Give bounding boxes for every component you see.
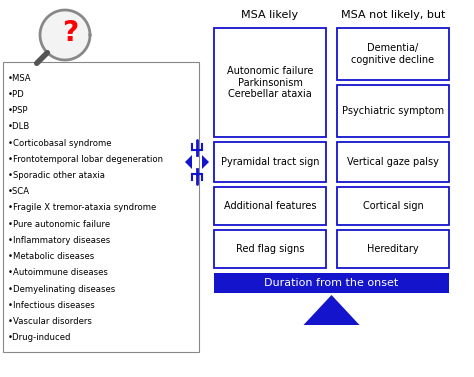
Bar	[337, 85, 449, 137]
Text: Pyramidal tract sign: Pyramidal tract sign	[221, 157, 319, 167]
Bar	[337, 230, 449, 268]
Text: •Corticobasal syndrome: •Corticobasal syndrome	[8, 139, 111, 147]
Text: •Drug-induced: •Drug-induced	[8, 333, 72, 342]
Polygon shape	[303, 295, 359, 325]
Text: Duration from the onset: Duration from the onset	[264, 278, 399, 288]
Text: Hereditary: Hereditary	[367, 244, 419, 254]
Bar	[3, 62, 199, 352]
Text: Autonomic failure
Parkinsonism
Cerebellar ataxia: Autonomic failure Parkinsonism Cerebella…	[227, 66, 313, 99]
Text: •MSA: •MSA	[8, 74, 32, 83]
Polygon shape	[185, 155, 192, 169]
Bar	[337, 142, 449, 182]
Text: MSA not likely, but: MSA not likely, but	[341, 10, 445, 20]
Text: ?: ?	[62, 19, 78, 47]
Text: •Pure autonomic failure: •Pure autonomic failure	[8, 220, 110, 229]
Text: Cortical sign: Cortical sign	[363, 201, 423, 211]
Polygon shape	[202, 155, 209, 169]
Text: •Vascular disorders: •Vascular disorders	[8, 317, 92, 326]
Polygon shape	[40, 10, 90, 60]
Text: •Autoimmune diseases: •Autoimmune diseases	[8, 268, 108, 277]
Text: •Frontotemporal lobar degeneration: •Frontotemporal lobar degeneration	[8, 155, 163, 164]
Text: Red flag signs: Red flag signs	[236, 244, 304, 254]
Bar	[214, 273, 449, 293]
Bar	[214, 28, 326, 137]
Text: •SCA: •SCA	[8, 187, 30, 196]
Bar	[337, 187, 449, 225]
Text: •Metabolic diseases: •Metabolic diseases	[8, 252, 94, 261]
Text: •PD: •PD	[8, 90, 25, 99]
Text: •DLB: •DLB	[8, 122, 30, 131]
Text: •Fragile X tremor-ataxia syndrome: •Fragile X tremor-ataxia syndrome	[8, 204, 156, 213]
Text: •Infectious diseases: •Infectious diseases	[8, 301, 95, 310]
Bar	[214, 142, 326, 182]
Text: Vertical gaze palsy: Vertical gaze palsy	[347, 157, 439, 167]
Text: Dementia/
cognitive decline: Dementia/ cognitive decline	[351, 43, 435, 65]
Bar	[214, 230, 326, 268]
Text: Psychiatric symptom: Psychiatric symptom	[342, 106, 444, 116]
Text: •Sporadic other ataxia: •Sporadic other ataxia	[8, 171, 105, 180]
Bar	[214, 187, 326, 225]
Text: •Demyelinating diseases: •Demyelinating diseases	[8, 285, 115, 294]
Text: MSA likely: MSA likely	[241, 10, 299, 20]
Bar	[337, 28, 449, 80]
Text: Additional features: Additional features	[224, 201, 316, 211]
Text: •PSP: •PSP	[8, 106, 28, 115]
Text: •Inflammatory diseases: •Inflammatory diseases	[8, 236, 110, 245]
